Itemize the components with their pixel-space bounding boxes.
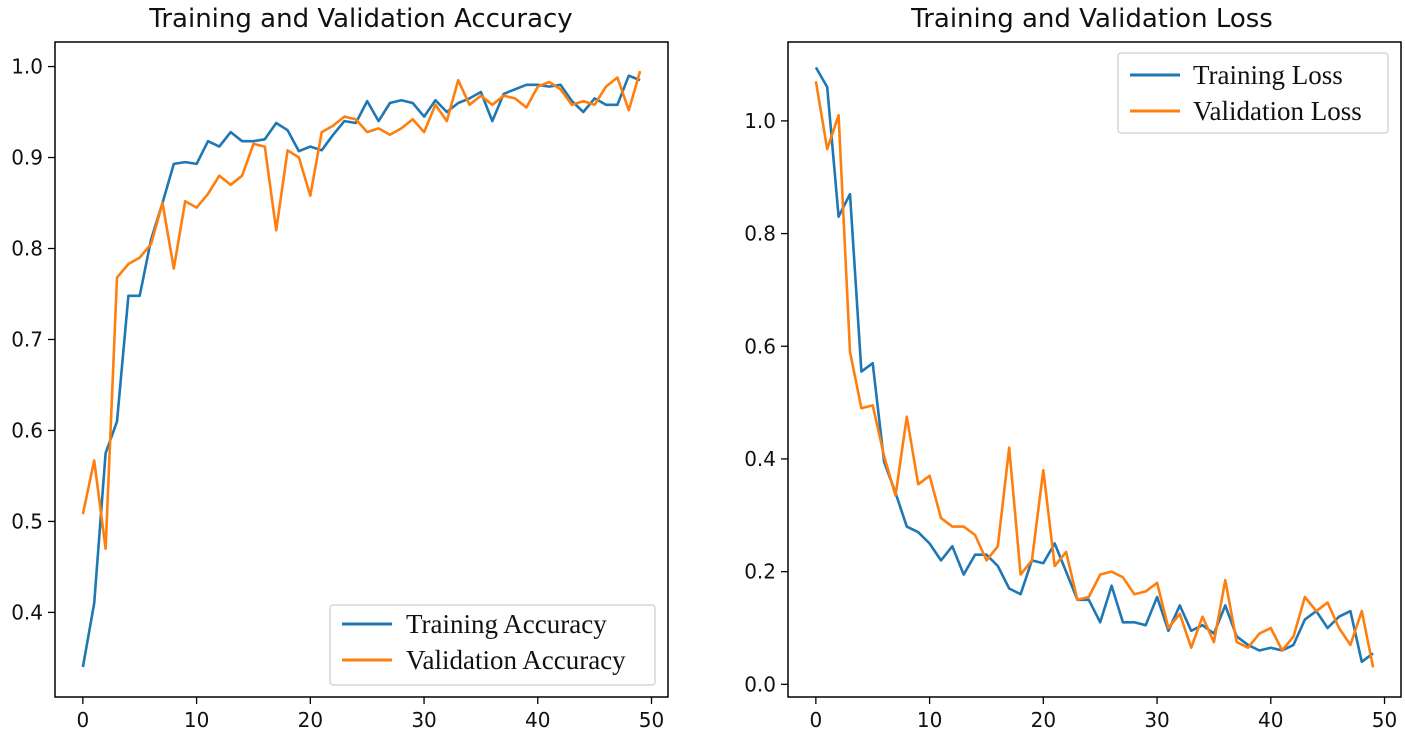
accuracy-legend: Training Accuracy Validation Accuracy [329, 604, 656, 686]
series-line-training-accuracy [81, 74, 641, 668]
loss-lines [814, 66, 1375, 668]
accuracy-chart-title: Training and Validation Accuracy [148, 4, 572, 34]
loss-chart: Training and Validation Loss 0 10 20 30 40 50… [744, 4, 1402, 732]
legend-label-training-accuracy: Training Accuracy [406, 609, 607, 639]
accuracy-y-tick-label: 0.7 [11, 327, 43, 351]
loss-x-tick-label: 30 [1144, 708, 1169, 732]
legend-label-validation-loss: Validation Loss [1193, 96, 1362, 126]
loss-y-tick-label: 0.4 [744, 447, 776, 471]
accuracy-plot-frame [54, 41, 669, 698]
accuracy-chart: Training and Validation Accuracy 0 10 20 30… [11, 4, 669, 732]
loss-x-tick-label: 0 [809, 708, 822, 732]
loss-x-tick-label: 40 [1258, 708, 1283, 732]
accuracy-x-tick-label: 20 [298, 708, 323, 732]
accuracy-legend-box [329, 604, 656, 686]
accuracy-y-tick-label: 0.5 [11, 509, 43, 533]
loss-x-tick-label: 10 [917, 708, 942, 732]
accuracy-y-tick-label: 0.4 [11, 600, 43, 624]
loss-ticks: 0 10 20 30 40 50 0.0 0.2 0.4 0.6 0.8 1.0 [744, 109, 1397, 732]
accuracy-ticks: 0 10 20 30 40 50 0.4 0.5 0.6 0.7 0.8 0.9 1.0 [11, 55, 664, 732]
accuracy-x-tick-label: 0 [76, 708, 89, 732]
accuracy-x-tick-label: 10 [184, 708, 209, 732]
loss-chart-title: Training and Validation Loss [910, 4, 1273, 34]
legend-label-validation-accuracy: Validation Accuracy [406, 645, 626, 675]
series-line-validation-accuracy [81, 70, 642, 551]
loss-legend-box [1117, 52, 1389, 134]
loss-plot-frame [787, 41, 1402, 698]
loss-x-tick-label: 50 [1372, 708, 1397, 732]
accuracy-x-tick-label: 50 [639, 708, 664, 732]
accuracy-lines [81, 70, 642, 668]
accuracy-y-tick-label: 1.0 [11, 55, 43, 79]
accuracy-y-tick-label: 0.8 [11, 237, 43, 261]
series-line-validation-loss [814, 81, 1375, 668]
loss-legend: Training Loss Validation Loss [1117, 52, 1389, 134]
accuracy-y-tick-label: 0.9 [11, 146, 43, 170]
loss-x-tick-label: 20 [1031, 708, 1056, 732]
loss-y-tick-label: 1.0 [744, 109, 776, 133]
loss-y-tick-label: 0.0 [744, 672, 776, 696]
accuracy-y-tick-label: 0.6 [11, 418, 43, 442]
loss-y-tick-label: 0.2 [744, 560, 776, 584]
legend-label-training-loss: Training Loss [1193, 60, 1343, 90]
loss-y-tick-label: 0.8 [744, 222, 776, 246]
accuracy-x-tick-label: 40 [525, 708, 550, 732]
accuracy-x-tick-label: 30 [411, 708, 436, 732]
loss-y-tick-label: 0.6 [744, 334, 776, 358]
series-line-training-loss [814, 66, 1374, 664]
